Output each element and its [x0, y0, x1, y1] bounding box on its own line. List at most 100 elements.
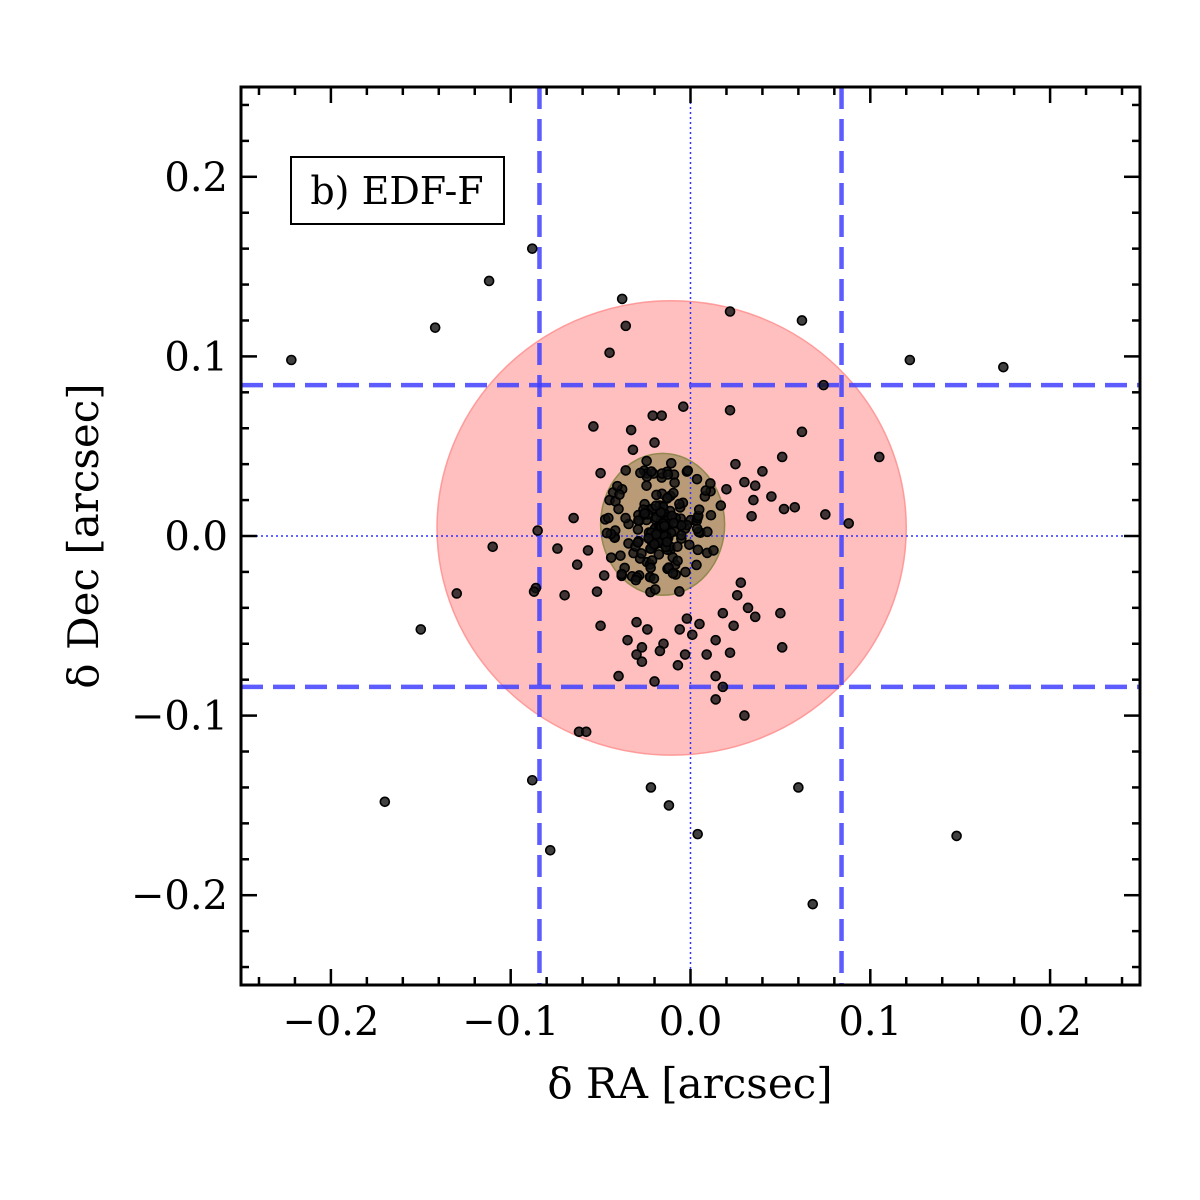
data-point: [641, 455, 652, 467]
reference-lines: [241, 87, 1140, 985]
data-point: [694, 618, 705, 630]
data-point: [724, 404, 736, 416]
data-point: [749, 480, 761, 492]
data-point: [630, 574, 642, 586]
data-point: [595, 467, 606, 479]
data-point: [710, 634, 721, 646]
data-point: [615, 550, 626, 561]
data-point: [648, 573, 660, 584]
data-point: [614, 489, 625, 500]
data-point: [705, 478, 716, 489]
y-tick-label: −0.1: [131, 694, 228, 740]
data-point: [951, 830, 962, 842]
data-point: [532, 525, 543, 536]
panel-label: b) EDF-F: [310, 169, 483, 213]
data-point: [656, 410, 668, 421]
data-point: [647, 410, 659, 421]
data-point: [807, 898, 819, 910]
data-point: [728, 620, 739, 632]
panel-label-frame: [290, 156, 505, 225]
data-point: [603, 512, 614, 524]
axis-tick-labels: −0.2 −0.1 0.0 0.1 0.2 −0.2 −0.1 0.0 0.1 0.2: [131, 155, 1082, 1045]
data-point: [636, 548, 647, 559]
data-point: [674, 624, 686, 635]
x-tick-label: −0.1: [462, 999, 559, 1045]
data-point: [748, 494, 759, 506]
data-point: [649, 437, 660, 448]
data-point: [739, 710, 750, 721]
data-point: [710, 670, 721, 682]
data-point: [672, 555, 683, 567]
y-tick-label: 0.2: [164, 155, 228, 201]
data-point: [605, 552, 617, 563]
data-point: [635, 467, 646, 479]
data-point: [682, 465, 694, 476]
y-tick-label: 0.0: [164, 514, 228, 560]
data-point: [616, 568, 628, 580]
data-point: [598, 570, 610, 581]
data-point: [559, 589, 570, 601]
data-point: [693, 504, 705, 515]
data-point: [686, 629, 698, 641]
data-point: [818, 379, 829, 391]
data-point: [775, 607, 786, 619]
data-point: [678, 401, 689, 412]
data-point: [757, 466, 768, 477]
data-point: [668, 517, 679, 529]
data-point: [742, 602, 754, 614]
data-point: [715, 500, 727, 511]
data-point: [622, 634, 633, 646]
data-point: [631, 649, 642, 660]
data-point: [708, 545, 719, 556]
data-point: [651, 529, 662, 540]
data-point: [662, 492, 673, 504]
data-point: [705, 509, 717, 521]
x-axis-label: δ RA [arcsec]: [547, 1059, 832, 1108]
data-point: [843, 518, 855, 529]
data-point: [653, 549, 665, 560]
data-point: [776, 451, 788, 463]
data-point: [731, 589, 743, 601]
data-point: [691, 473, 703, 485]
data-points: [286, 243, 1009, 910]
axis-ticks: [241, 87, 1140, 985]
data-point: [650, 500, 662, 512]
data-point: [601, 527, 613, 539]
data-point: [639, 508, 651, 519]
data-point: [613, 670, 624, 682]
data-point: [636, 642, 648, 653]
data-point: [654, 645, 666, 657]
data-point: [526, 774, 538, 786]
data-point: [632, 537, 644, 548]
data-point: [286, 354, 297, 366]
data-point: [717, 607, 729, 619]
data-point: [820, 509, 831, 520]
data-point: [778, 503, 790, 515]
data-point: [528, 586, 540, 597]
data-point: [998, 361, 1009, 373]
data-point: [793, 782, 804, 793]
data-point: [684, 539, 695, 551]
data-point: [526, 243, 538, 254]
data-point: [789, 501, 801, 513]
data-point: [873, 451, 885, 463]
data-point: [415, 624, 427, 635]
data-point: [667, 568, 679, 579]
data-point: [691, 559, 702, 571]
data-point: [620, 465, 632, 476]
data-point: [721, 484, 732, 495]
data-point: [642, 624, 653, 635]
data-point: [672, 660, 684, 671]
data-point: [724, 647, 736, 659]
data-point: [724, 306, 736, 317]
data-point: [616, 293, 628, 305]
data-point: [661, 536, 673, 548]
data-point: [429, 322, 441, 333]
data-point: [580, 726, 592, 738]
data-point: [571, 559, 583, 571]
data-point: [692, 544, 704, 556]
data-point: [625, 424, 637, 436]
data-point: [691, 523, 703, 534]
data-point: [680, 566, 691, 578]
y-tick-label: −0.2: [131, 873, 228, 919]
